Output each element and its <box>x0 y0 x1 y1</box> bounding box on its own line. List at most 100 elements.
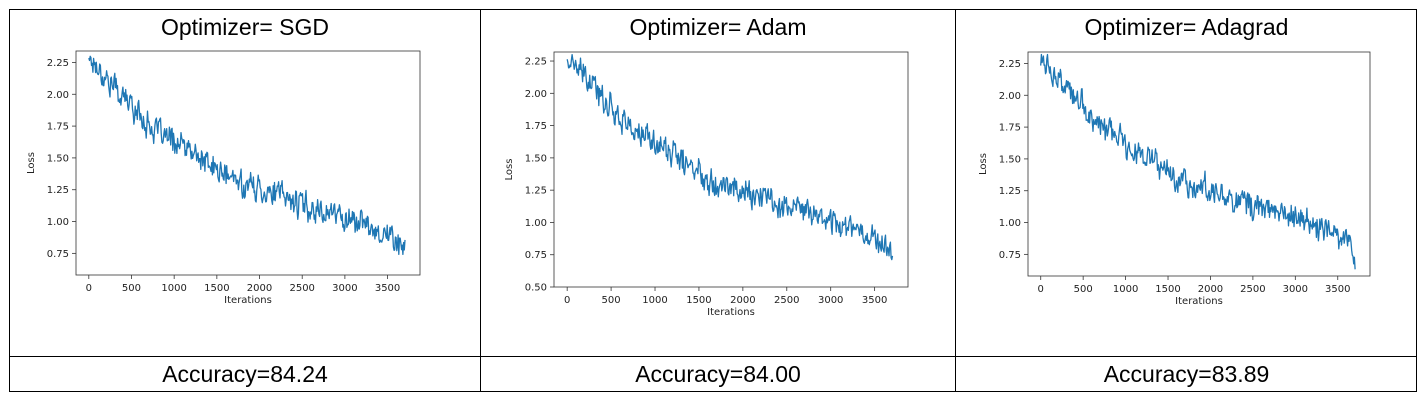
y-tick-label: 1.75 <box>525 121 547 132</box>
y-tick-label: 2.25 <box>999 59 1021 70</box>
x-axis-label: Iterations <box>1175 296 1223 307</box>
x-tick: 3000 <box>818 287 843 306</box>
x-tick-label: 2000 <box>247 283 272 294</box>
x-tick-label: 1500 <box>686 295 711 306</box>
x-tick-label: 3500 <box>862 295 887 306</box>
y-tick: 2.25 <box>999 59 1028 70</box>
y-tick-label: 0.50 <box>525 283 547 294</box>
y-tick: 1.50 <box>47 153 76 164</box>
y-tick-label: 1.50 <box>47 153 69 164</box>
x-tick-label: 3000 <box>332 283 357 294</box>
x-tick-label: 500 <box>602 295 621 306</box>
y-tick: 1.50 <box>525 153 554 164</box>
y-tick-label: 2.25 <box>525 57 547 68</box>
x-tick: 1000 <box>1113 276 1138 295</box>
y-axis-label: Loss <box>978 153 989 175</box>
y-tick-label: 1.00 <box>525 218 547 229</box>
x-tick: 2500 <box>774 287 800 306</box>
loss-series-line <box>1040 53 1356 270</box>
x-tick: 2000 <box>247 275 272 294</box>
y-tick: 0.75 <box>525 250 554 261</box>
x-tick: 1000 <box>642 287 668 306</box>
y-tick-label: 2.00 <box>999 91 1021 102</box>
y-tick: 1.75 <box>999 123 1028 134</box>
x-axis-label: Iterations <box>707 307 755 318</box>
x-tick: 0 <box>564 287 570 306</box>
accuracy-adam: Accuracy=84.00 <box>635 361 801 387</box>
plot-frame <box>75 50 421 276</box>
loss-chart-sgd: 0.75 1.00 1.25 1.50 1.75 2.00 2.25 0 500 1000 1500… <box>26 50 421 306</box>
x-tick: 2000 <box>1198 276 1223 295</box>
y-tick: 1.00 <box>525 218 554 229</box>
x-tick: 3500 <box>375 275 400 294</box>
y-tick: 2.25 <box>525 57 554 68</box>
y-tick-label: 2.00 <box>47 90 69 101</box>
x-tick-label: 500 <box>1074 284 1093 295</box>
y-axis-label: Loss <box>504 159 515 181</box>
x-tick: 2000 <box>730 287 756 306</box>
x-tick-label: 0 <box>564 295 570 306</box>
x-tick-label: 1000 <box>161 283 186 294</box>
y-tick-label: 1.00 <box>47 217 69 228</box>
accuracy-adagrad: Accuracy=83.89 <box>1103 361 1270 387</box>
y-tick-label: 1.25 <box>999 186 1021 197</box>
header-adam: Optimizer= Adam <box>629 14 807 40</box>
y-axis-label: Loss <box>26 152 37 174</box>
y-tick: 1.00 <box>47 217 76 228</box>
x-axis-label: Iterations <box>224 295 272 306</box>
x-tick-label: 2500 <box>1240 284 1265 295</box>
x-tick: 3500 <box>1325 276 1350 295</box>
x-tick: 3500 <box>862 287 887 306</box>
x-tick: 3000 <box>332 275 358 294</box>
plot-frame <box>1027 51 1371 277</box>
y-tick: 1.00 <box>999 218 1028 229</box>
row-divider <box>10 356 1416 357</box>
y-tick-label: 1.75 <box>47 122 69 133</box>
x-tick: 500 <box>1074 276 1093 295</box>
loss-series-line <box>88 55 406 256</box>
y-tick: 2.25 <box>47 58 76 69</box>
x-tick-label: 0 <box>86 283 92 294</box>
x-tick-label: 1500 <box>1155 284 1180 295</box>
accuracy-sgd: Accuracy=84.24 <box>162 361 328 387</box>
x-tick: 1000 <box>161 275 187 294</box>
x-tick-label: 3000 <box>818 295 843 306</box>
x-tick: 2500 <box>1240 276 1266 295</box>
loss-chart-adagrad: 0.75 1.00 1.25 1.50 1.75 2.00 2.25 0 500 1000 1500… <box>978 51 1371 307</box>
y-tick-label: 0.75 <box>47 249 69 260</box>
x-tick-label: 2000 <box>1198 284 1223 295</box>
y-tick: 2.00 <box>999 91 1028 102</box>
x-tick-label: 3500 <box>375 283 400 294</box>
y-tick-label: 1.25 <box>525 186 547 197</box>
x-tick: 0 <box>1038 276 1044 295</box>
x-tick-label: 3500 <box>1325 284 1350 295</box>
x-tick: 0 <box>86 275 92 294</box>
header-adagrad: Optimizer= Adagrad <box>1084 14 1289 40</box>
x-tick-label: 0 <box>1038 284 1044 295</box>
x-tick: 1500 <box>686 287 712 306</box>
x-tick-label: 2500 <box>289 283 314 294</box>
y-tick-label: 1.50 <box>525 153 547 164</box>
y-tick: 1.25 <box>999 186 1028 197</box>
plot-frame <box>553 51 909 288</box>
x-tick-label: 2000 <box>730 295 755 306</box>
x-tick: 1500 <box>1155 276 1181 295</box>
y-tick-label: 1.50 <box>999 154 1021 165</box>
x-tick-label: 1500 <box>204 283 229 294</box>
y-tick: 1.25 <box>525 186 554 197</box>
y-tick: 2.00 <box>525 89 554 100</box>
column-divider <box>480 10 481 391</box>
y-tick: 1.75 <box>47 122 76 133</box>
y-tick: 1.25 <box>47 185 76 196</box>
x-tick-label: 500 <box>122 283 141 294</box>
x-tick-label: 2500 <box>774 295 799 306</box>
x-tick: 500 <box>122 275 141 294</box>
x-tick: 2500 <box>289 275 315 294</box>
loss-series-line <box>566 53 894 261</box>
x-tick-label: 1000 <box>642 295 667 306</box>
y-tick-label: 0.75 <box>525 250 547 261</box>
comparison-table: Optimizer= SGD Optimizer= Adam Optimizer… <box>9 9 1417 392</box>
y-tick: 0.75 <box>999 250 1028 261</box>
y-tick-label: 1.75 <box>999 123 1021 134</box>
column-divider <box>955 10 956 391</box>
